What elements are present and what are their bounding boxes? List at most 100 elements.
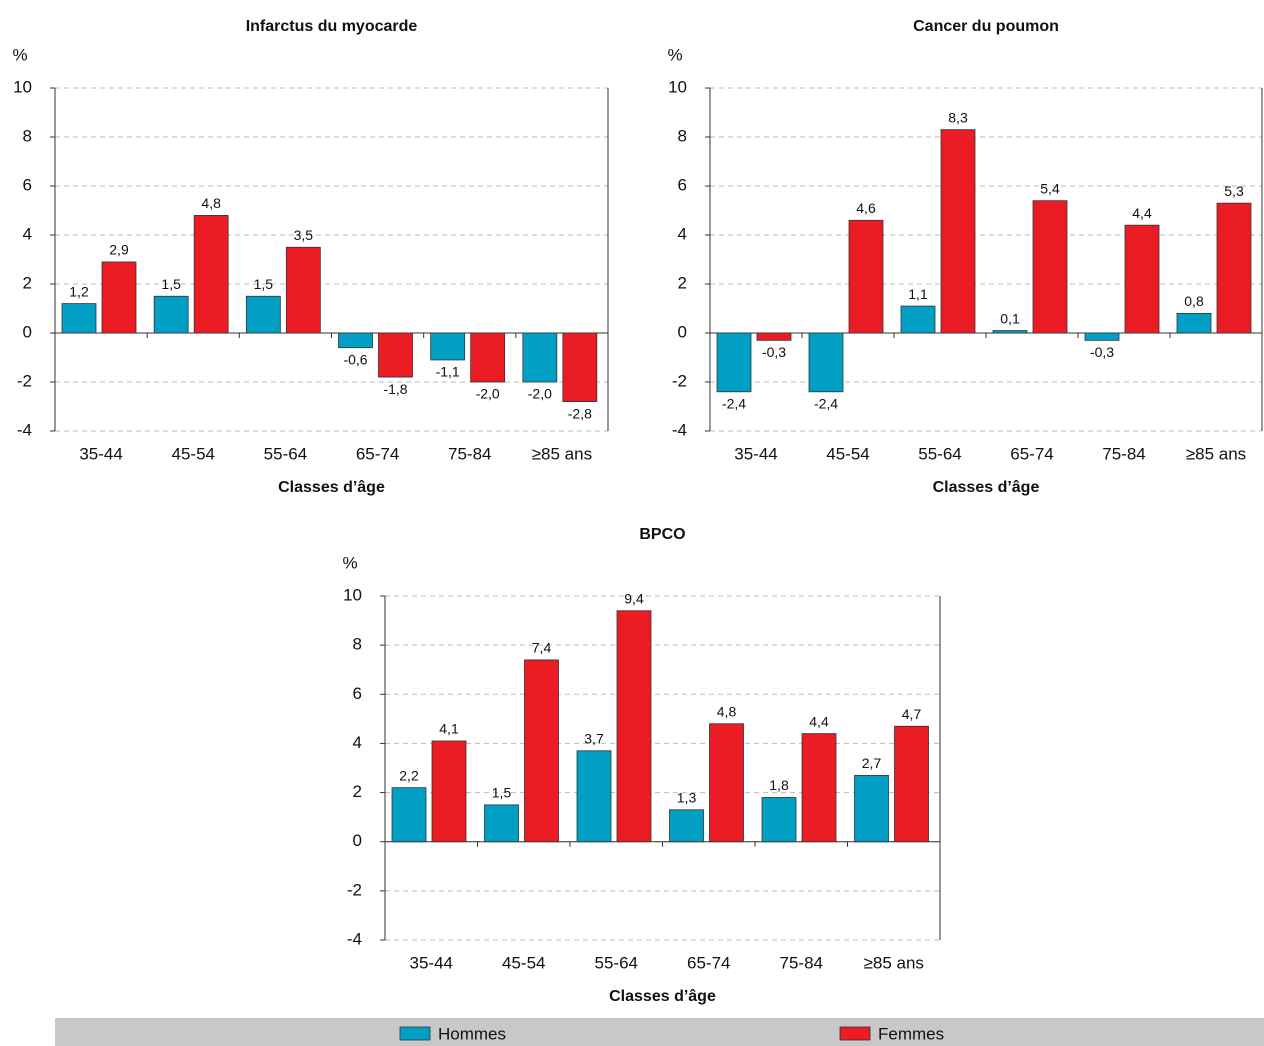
bar <box>709 723 744 843</box>
data-label: 0,8 <box>1184 293 1204 309</box>
bar <box>1216 202 1252 334</box>
chart-title: BPCO <box>639 526 685 543</box>
data-label: 9,4 <box>624 590 644 606</box>
data-label: 4,6 <box>856 200 876 216</box>
x-axis-label: Classes d’âge <box>609 988 716 1005</box>
y-tick-label: 4 <box>23 224 32 243</box>
x-tick-label: 35-44 <box>410 953 453 972</box>
y-axis-label: % <box>342 553 357 572</box>
data-label: 2,2 <box>399 767 419 783</box>
x-axis-label: Classes d’âge <box>933 479 1040 496</box>
data-label: -2,4 <box>722 396 746 412</box>
bar <box>940 129 976 334</box>
data-label: 1,5 <box>161 276 181 292</box>
bar <box>430 332 466 361</box>
bar <box>848 219 884 334</box>
data-label: 5,3 <box>1224 183 1244 199</box>
legend-swatch <box>399 1026 431 1041</box>
chart-title: Infarctus du myocarde <box>246 18 418 35</box>
y-tick-label: -4 <box>672 420 687 439</box>
bar <box>808 332 844 393</box>
x-tick-label: ≥85 ans <box>532 444 592 463</box>
x-tick-label: ≥85 ans <box>1186 444 1246 463</box>
x-tick-label: 55-64 <box>595 953 638 972</box>
legend-swatch <box>839 1026 871 1041</box>
y-tick-label: -4 <box>17 420 32 439</box>
y-tick-label: -2 <box>347 880 362 899</box>
x-tick-label: 65-74 <box>356 444 399 463</box>
bar <box>854 774 889 843</box>
x-tick-label: 75-84 <box>780 953 823 972</box>
x-tick-label: 75-84 <box>448 444 491 463</box>
y-tick-label: -2 <box>17 371 32 390</box>
bar <box>716 332 752 393</box>
data-label: 2,7 <box>862 755 882 771</box>
y-tick-label: -2 <box>672 371 687 390</box>
data-label: 4,4 <box>1132 205 1152 221</box>
y-axis-label: % <box>12 45 27 64</box>
data-label: -2,0 <box>528 386 552 402</box>
y-tick-label: 10 <box>343 585 362 604</box>
legend-label: Hommes <box>438 1024 506 1043</box>
data-label: 0,1 <box>1000 310 1020 326</box>
data-label: -2,0 <box>476 386 500 402</box>
y-tick-label: 2 <box>678 273 687 292</box>
bar <box>576 750 612 843</box>
x-tick-label: 55-64 <box>918 444 961 463</box>
y-tick-label: 4 <box>678 224 687 243</box>
bar <box>431 740 467 843</box>
bar <box>894 725 929 843</box>
bar <box>1032 200 1068 334</box>
x-tick-label: 75-84 <box>1102 444 1145 463</box>
x-tick-label: 65-74 <box>1010 444 1053 463</box>
data-label: -0,3 <box>762 344 786 360</box>
data-label: -2,8 <box>568 405 592 421</box>
legend-band <box>55 1018 1264 1046</box>
x-tick-label: 45-54 <box>172 444 215 463</box>
bar <box>669 809 704 843</box>
x-tick-label: 45-54 <box>502 953 545 972</box>
data-label: 4,8 <box>717 703 737 719</box>
x-tick-label: 45-54 <box>826 444 869 463</box>
data-label: 7,4 <box>532 640 552 656</box>
data-label: -0,3 <box>1090 344 1114 360</box>
y-tick-label: 0 <box>678 322 687 341</box>
bar <box>391 787 427 843</box>
bar <box>1124 224 1160 334</box>
data-label: 5,4 <box>1040 180 1060 196</box>
y-tick-label: 6 <box>23 175 32 194</box>
data-label: 1,2 <box>69 283 89 299</box>
y-tick-label: 8 <box>678 126 687 145</box>
bar <box>992 330 1028 334</box>
data-label: 4,4 <box>809 713 829 729</box>
bar <box>900 305 936 334</box>
data-label: 1,8 <box>769 777 789 793</box>
y-tick-label: 2 <box>353 782 362 801</box>
y-tick-label: 0 <box>23 322 32 341</box>
bar <box>378 332 413 378</box>
y-tick-label: 6 <box>353 684 362 703</box>
bar <box>801 733 837 843</box>
y-tick-label: -4 <box>347 929 362 948</box>
bar <box>616 610 652 843</box>
data-label: 3,7 <box>584 731 604 747</box>
data-label: 3,5 <box>294 227 314 243</box>
bar <box>756 332 792 341</box>
bar <box>338 332 373 349</box>
data-label: -1,8 <box>383 381 407 397</box>
data-label: 4,7 <box>902 706 922 722</box>
y-tick-label: 6 <box>678 175 687 194</box>
data-label: 4,1 <box>439 721 459 737</box>
data-label: 1,3 <box>677 789 697 805</box>
x-tick-label: 35-44 <box>734 444 777 463</box>
data-label: 4,8 <box>201 195 221 211</box>
y-tick-label: 8 <box>23 126 32 145</box>
y-tick-label: 0 <box>353 831 362 850</box>
x-tick-label: 35-44 <box>79 444 122 463</box>
data-label: 1,5 <box>254 276 274 292</box>
y-tick-label: 10 <box>668 77 687 96</box>
bar <box>522 332 558 383</box>
bar <box>193 214 229 334</box>
